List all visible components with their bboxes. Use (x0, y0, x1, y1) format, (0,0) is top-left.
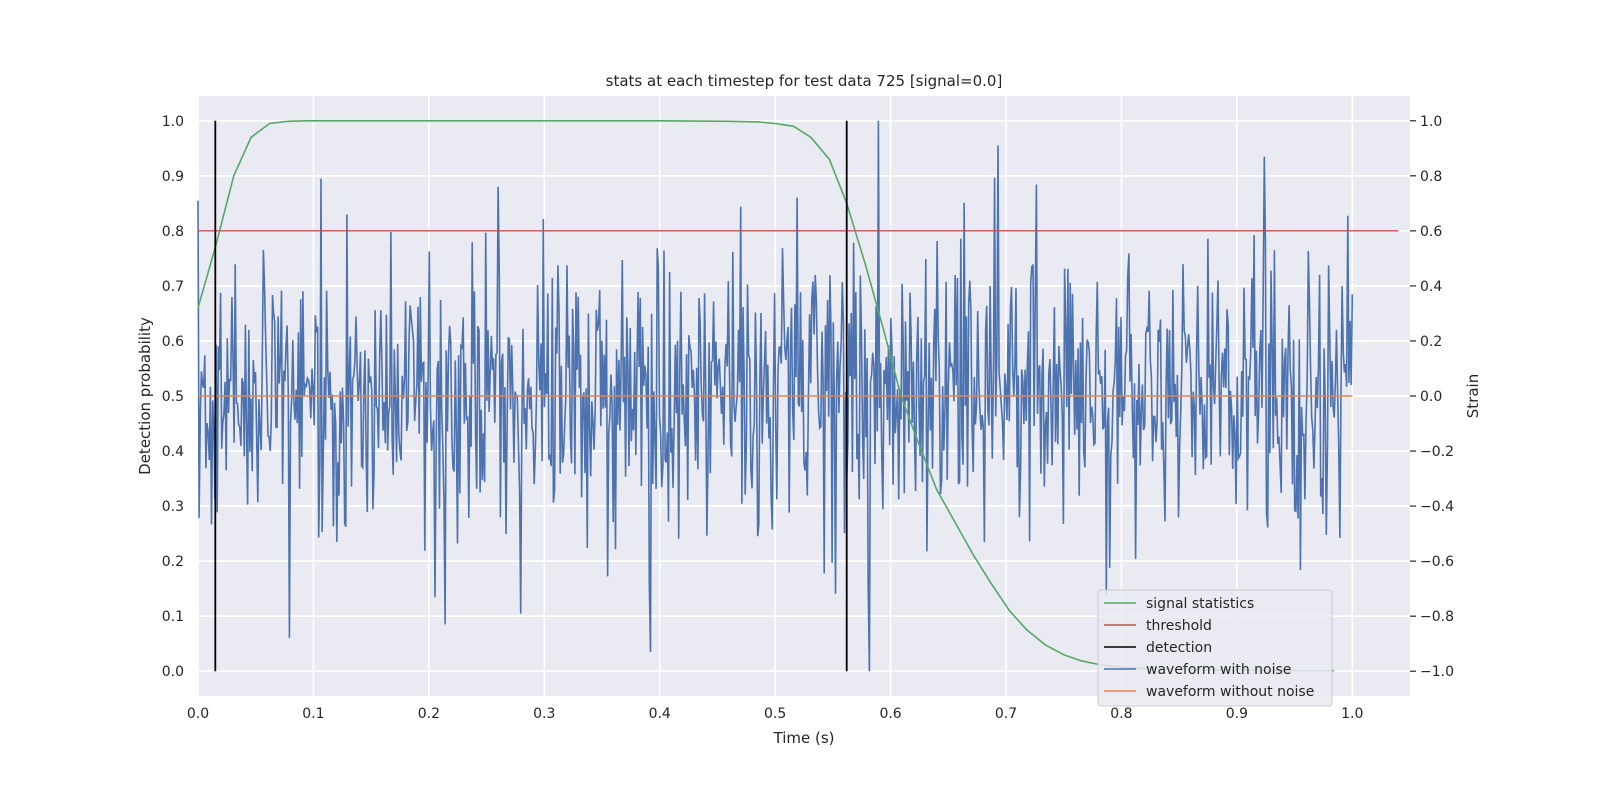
y-tick-label-left: 0.5 (162, 389, 184, 405)
x-tick-label: 0.8 (1110, 706, 1132, 722)
x-tick-label: 1.0 (1341, 706, 1363, 722)
y-tick-label-left: 0.3 (162, 499, 184, 515)
y-tick-label-left: 0.2 (162, 554, 184, 570)
y-tick-label-right: 1.0 (1420, 114, 1442, 130)
x-tick-label: 0.4 (649, 706, 671, 722)
y-tick-label-left: 0.0 (162, 664, 184, 680)
legend-item-signal-statistics: signal statistics (1104, 596, 1254, 612)
y-tick-label-right: 0.6 (1420, 224, 1442, 240)
y-tick-label-right: 0.2 (1420, 334, 1442, 350)
legend-item-waveform-without-noise: waveform without noise (1104, 684, 1314, 700)
y-tick-label-right: 0.8 (1420, 169, 1442, 185)
y-axis-title-left: Detection probability (136, 317, 154, 475)
y-tick-label-left: 1.0 (162, 114, 184, 130)
y-tick-label-right: −1.0 (1420, 664, 1454, 680)
legend-label: waveform without noise (1146, 684, 1314, 700)
legend: signal statistics threshold detection wa… (1097, 589, 1333, 707)
x-tick-label: 0.3 (533, 706, 555, 722)
legend-item-threshold: threshold (1104, 618, 1212, 634)
ticks: 0.0 0.1 0.2 0.3 0.4 0.5 0.6 0.7 0.8 0.9 1.0 0.0 0.1 0… (162, 114, 1454, 722)
legend-item-waveform-with-noise: waveform with noise (1104, 662, 1291, 678)
x-tick-label: 0.9 (1226, 706, 1248, 722)
y-tick-label-right: −0.4 (1420, 499, 1454, 515)
x-tick-label: 0.2 (418, 706, 440, 722)
chart-title: stats at each timestep for test data 725… (606, 72, 1003, 90)
legend-label: waveform with noise (1146, 662, 1291, 678)
y-tick-label-left: 0.7 (162, 279, 184, 295)
x-tick-label: 0.7 (995, 706, 1017, 722)
y-tick-label-left: 0.4 (162, 444, 184, 460)
y-tick-label-left: 0.9 (162, 169, 184, 185)
y-tick-label-right: −0.8 (1420, 609, 1454, 625)
x-tick-label: 0.1 (302, 706, 324, 722)
y-tick-label-right: 0.0 (1420, 389, 1442, 405)
x-axis-title: Time (s) (773, 729, 835, 747)
legend-item-detection: detection (1104, 640, 1212, 656)
y-tick-label-left: 0.1 (162, 609, 184, 625)
x-tick-label: 0.6 (879, 706, 901, 722)
series-layer (197, 120, 1399, 672)
y-tick-label-left: 0.8 (162, 224, 184, 240)
legend-box (1097, 589, 1333, 707)
y-tick-label-right: 0.4 (1420, 279, 1442, 295)
legend-label: threshold (1146, 618, 1212, 634)
legend-label: detection (1146, 640, 1212, 656)
x-tick-label: 0.0 (187, 706, 209, 722)
x-tick-label: 0.5 (764, 706, 786, 722)
y-axis-title-right: Strain (1464, 374, 1482, 418)
legend-label: signal statistics (1146, 596, 1254, 612)
y-tick-label-right: −0.2 (1420, 444, 1454, 460)
y-tick-label-right: −0.6 (1420, 554, 1454, 570)
series-waveform-with-noise (197, 120, 1354, 672)
y-tick-label-left: 0.6 (162, 334, 184, 350)
